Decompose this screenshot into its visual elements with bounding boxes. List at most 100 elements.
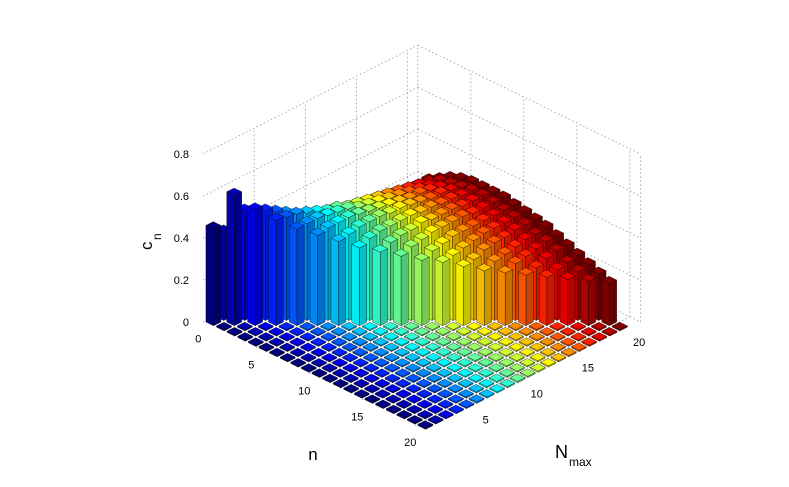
bar-top: [417, 410, 433, 418]
bar-top: [452, 172, 469, 180]
bar-face: [338, 237, 347, 327]
bar: [436, 358, 452, 368]
bar-top: [341, 342, 358, 351]
bar: [247, 327, 264, 337]
bar-top: [489, 384, 505, 393]
bar: [581, 337, 597, 347]
bar: [384, 363, 401, 373]
bar: [508, 332, 524, 342]
bar-top: [321, 363, 338, 372]
grid-line: [417, 44, 641, 155]
bar: [487, 342, 504, 352]
bar-top: [498, 358, 515, 367]
bar: [530, 363, 546, 373]
bar-top: [269, 347, 285, 356]
bar: [425, 353, 442, 363]
bar-top: [495, 203, 512, 211]
bar-face: [330, 237, 339, 327]
bar-top: [496, 246, 513, 255]
bar: [456, 347, 473, 358]
bar: [476, 263, 493, 327]
bar-top: [371, 209, 388, 218]
bar-top: [319, 220, 336, 229]
bar: [331, 358, 348, 368]
bar-top: [454, 223, 471, 232]
bar-top: [517, 232, 534, 241]
bar-top: [518, 337, 535, 346]
bar: [478, 368, 494, 378]
bar: [446, 363, 463, 373]
bar: [383, 332, 399, 342]
bar-top: [475, 225, 492, 234]
bar-top: [382, 321, 399, 330]
bar-face: [213, 225, 222, 327]
bar: [425, 342, 441, 352]
bar-top: [413, 252, 430, 261]
bar-top: [385, 404, 402, 413]
bar: [300, 353, 317, 363]
bar: [205, 221, 222, 327]
bar: [375, 399, 391, 409]
bar: [488, 353, 504, 363]
bar-top: [373, 347, 390, 356]
bar: [406, 394, 422, 404]
bar-top: [517, 267, 534, 276]
bar: [372, 244, 388, 327]
bar: [373, 358, 390, 368]
bar-top: [463, 183, 480, 192]
bar-top: [505, 197, 522, 206]
bar-top: [539, 327, 555, 336]
bar: [374, 389, 391, 399]
bar-top: [321, 353, 338, 361]
bar-top: [257, 321, 274, 330]
bar-top: [432, 174, 448, 183]
bar-top: [268, 213, 284, 221]
bar-top: [506, 222, 523, 231]
bar: [497, 265, 513, 327]
bar: [488, 373, 505, 383]
bar: [289, 327, 305, 337]
bar-top: [414, 327, 430, 336]
bar: [330, 327, 347, 337]
bar-top: [425, 342, 441, 351]
bar-face: [421, 256, 430, 327]
bar-top: [591, 321, 607, 330]
bar: [539, 327, 555, 337]
bar-top: [549, 262, 565, 271]
bar-top: [477, 358, 494, 367]
bar-top: [435, 337, 452, 346]
bar-top: [351, 327, 368, 336]
bar-top: [290, 358, 307, 367]
bar-top: [446, 353, 463, 361]
bar: [341, 321, 357, 332]
bar-top: [528, 260, 544, 269]
bar: [372, 337, 389, 347]
bar-top: [611, 321, 628, 330]
bar-top: [549, 332, 566, 341]
z-tick-label: 0.6: [174, 191, 189, 203]
axis-label-nmax: N max: [555, 442, 592, 469]
bar: [288, 221, 305, 327]
grid-line: [417, 86, 641, 197]
bar-top: [550, 342, 566, 351]
bar: [372, 327, 389, 337]
bar: [528, 321, 545, 332]
bar-top: [433, 219, 450, 228]
bar: [404, 342, 421, 352]
bar-top: [434, 255, 451, 263]
bar-top: [529, 342, 546, 351]
bar-top: [413, 215, 429, 224]
bar-top: [485, 195, 501, 204]
bar-top: [488, 373, 505, 382]
bar-top: [432, 180, 449, 189]
bar: [321, 363, 338, 373]
bar-top: [374, 389, 391, 398]
bar-top: [527, 227, 544, 235]
bar-top: [466, 342, 483, 351]
bar-top: [363, 363, 380, 372]
bar-top: [530, 363, 546, 372]
bar: [601, 276, 618, 327]
bar-face: [309, 231, 318, 327]
bar-face: [484, 267, 492, 327]
bar-top: [437, 389, 454, 398]
